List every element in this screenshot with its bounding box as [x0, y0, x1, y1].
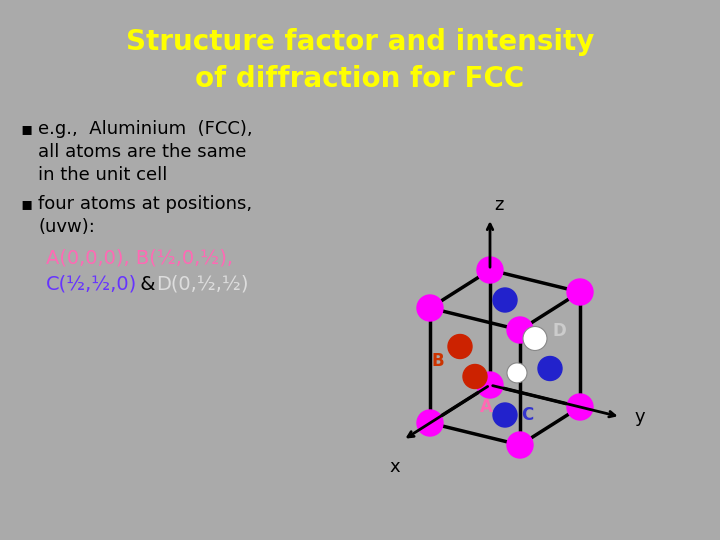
Circle shape	[507, 363, 527, 383]
Circle shape	[507, 432, 533, 458]
Circle shape	[493, 288, 517, 312]
Circle shape	[417, 410, 443, 436]
Text: x: x	[390, 458, 400, 476]
Circle shape	[567, 394, 593, 420]
Circle shape	[448, 334, 472, 359]
Text: of diffraction for FCC: of diffraction for FCC	[195, 65, 525, 93]
Text: all atoms are the same: all atoms are the same	[38, 143, 246, 161]
Circle shape	[477, 372, 503, 398]
Text: z: z	[494, 196, 503, 214]
Text: y: y	[634, 408, 645, 426]
Text: A(0,0,0), B(½,0,½),: A(0,0,0), B(½,0,½),	[46, 248, 233, 267]
Circle shape	[477, 257, 503, 283]
Circle shape	[523, 327, 547, 350]
Text: D: D	[552, 321, 566, 340]
Circle shape	[567, 279, 593, 305]
Circle shape	[463, 364, 487, 388]
Circle shape	[507, 317, 533, 343]
Text: (uvw):: (uvw):	[38, 218, 95, 236]
Text: four atoms at positions,: four atoms at positions,	[38, 195, 252, 213]
Text: C: C	[521, 406, 533, 424]
Circle shape	[538, 356, 562, 381]
Text: e.g.,  Aluminium  (FCC),: e.g., Aluminium (FCC),	[38, 120, 253, 138]
Circle shape	[417, 295, 443, 321]
Text: Structure factor and intensity: Structure factor and intensity	[126, 28, 594, 56]
Text: D(0,½,½): D(0,½,½)	[156, 275, 248, 294]
Text: ▪: ▪	[20, 120, 32, 138]
Circle shape	[493, 403, 517, 427]
Text: ▪: ▪	[20, 195, 32, 213]
Text: B: B	[432, 353, 444, 370]
Text: C(½,½,0): C(½,½,0)	[46, 275, 138, 294]
Text: A: A	[480, 398, 492, 416]
Text: &: &	[134, 275, 162, 294]
Text: in the unit cell: in the unit cell	[38, 166, 167, 184]
